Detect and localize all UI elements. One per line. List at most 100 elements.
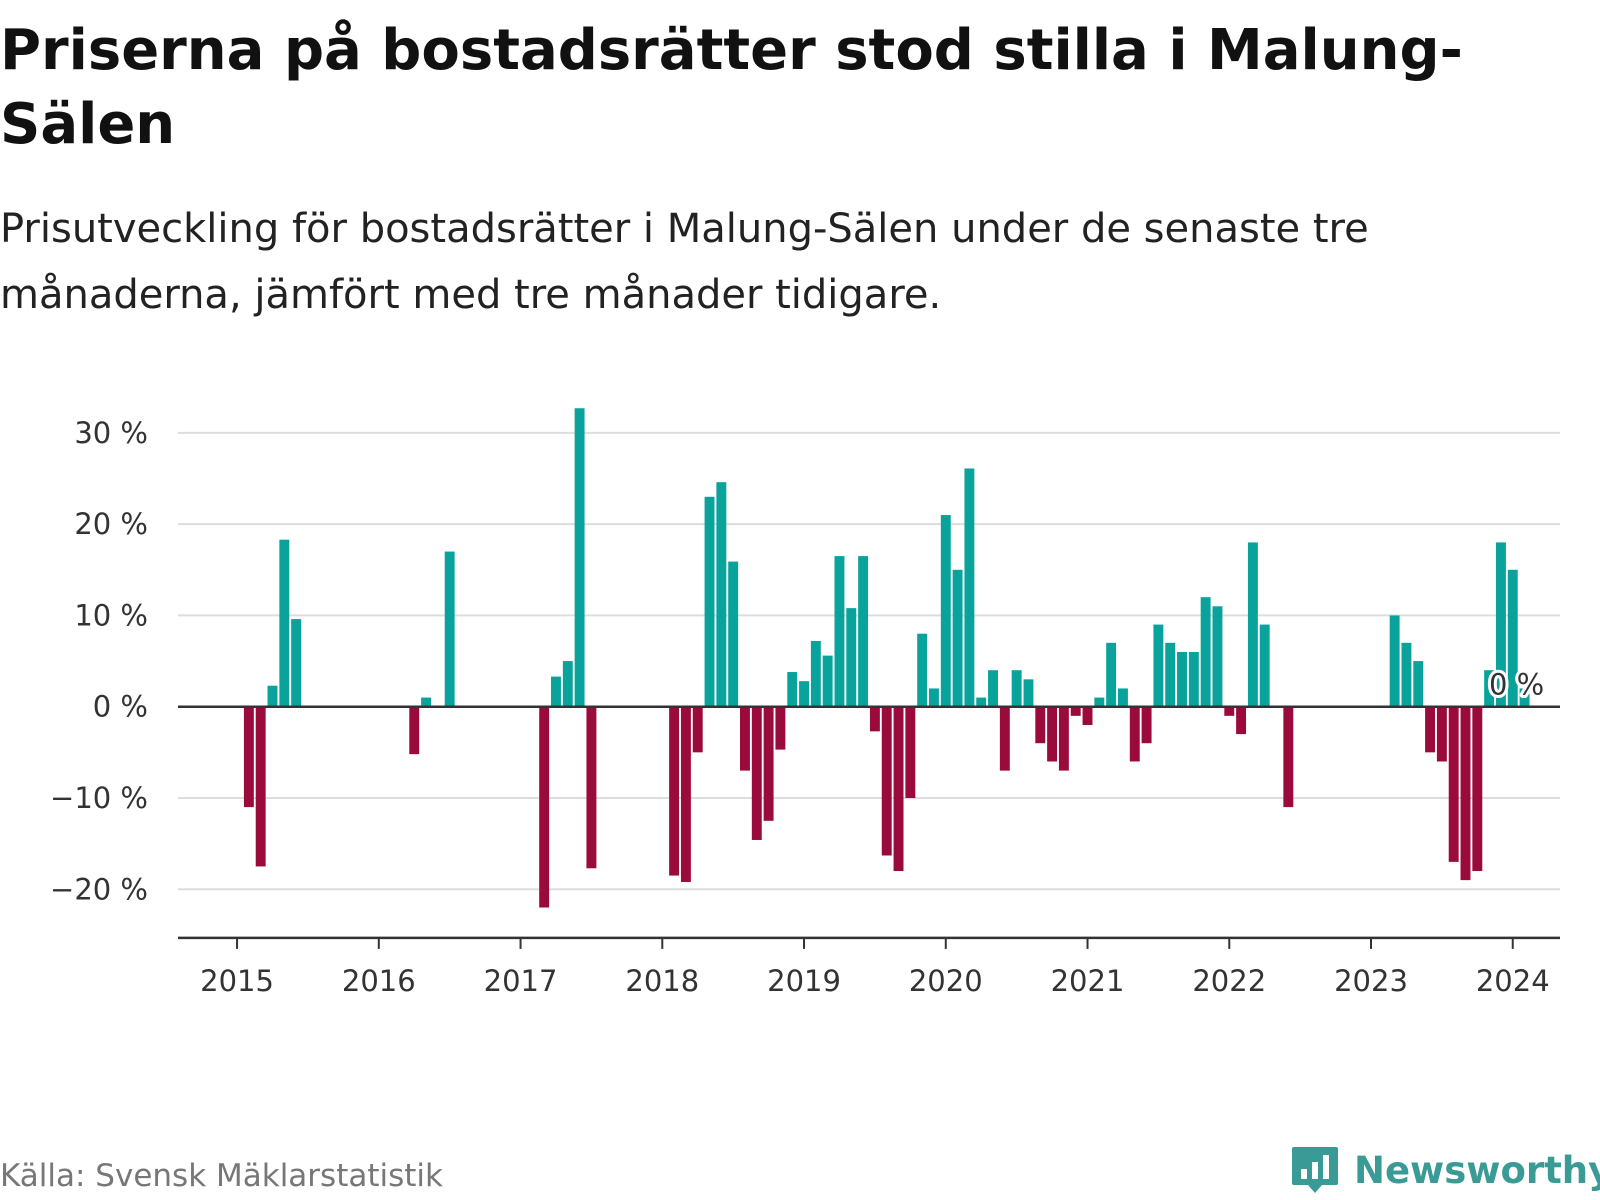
bar bbox=[929, 688, 939, 707]
bar bbox=[1224, 706, 1235, 716]
x-axis-labels: 2015 2016 2017 2018 2019 2020 2021 2022 2023 2024 bbox=[200, 964, 1550, 998]
bar bbox=[1177, 651, 1187, 707]
bar bbox=[1011, 670, 1022, 707]
bar bbox=[279, 539, 290, 707]
x-tick-label: 2018 bbox=[625, 964, 699, 998]
x-tick-label: 2023 bbox=[1334, 964, 1408, 998]
bar bbox=[267, 685, 278, 707]
bar bbox=[1141, 706, 1152, 744]
x-tick-label: 2019 bbox=[767, 964, 841, 998]
bar bbox=[999, 706, 1010, 771]
y-tick-label: 20 % bbox=[74, 507, 148, 541]
y-tick-label: 30 % bbox=[74, 416, 148, 450]
bar bbox=[1023, 679, 1034, 707]
axes bbox=[178, 705, 1560, 949]
x-tick-label: 2024 bbox=[1476, 964, 1550, 998]
bar bbox=[917, 633, 928, 707]
bar bbox=[1094, 697, 1105, 707]
bar bbox=[1495, 542, 1506, 707]
bar bbox=[775, 706, 786, 750]
x-tick-label: 2016 bbox=[342, 964, 416, 998]
bar bbox=[444, 551, 455, 707]
y-tick-label: −10 % bbox=[50, 781, 148, 815]
bar bbox=[1460, 706, 1471, 881]
bar bbox=[740, 706, 750, 771]
source-note: Källa: Svensk Mäklarstatistik bbox=[0, 1158, 443, 1194]
bars bbox=[243, 408, 1530, 908]
bar bbox=[1259, 624, 1270, 707]
bar bbox=[586, 706, 597, 869]
bar bbox=[1058, 706, 1069, 771]
bar bbox=[243, 706, 254, 808]
bar bbox=[751, 706, 762, 840]
bar bbox=[1413, 661, 1424, 707]
bar bbox=[1436, 706, 1447, 762]
chart-title: Priserna på bostadsrätter stod stilla i … bbox=[0, 18, 1463, 157]
bar bbox=[763, 706, 774, 821]
bar bbox=[1448, 706, 1459, 862]
bar bbox=[952, 569, 963, 707]
bar bbox=[1117, 688, 1128, 707]
bar bbox=[1035, 706, 1046, 744]
gridlines bbox=[178, 431, 1560, 891]
bar bbox=[1519, 688, 1530, 707]
bar bbox=[869, 706, 880, 732]
bar bbox=[846, 608, 857, 707]
x-tick-label: 2022 bbox=[1192, 964, 1266, 998]
bar bbox=[1165, 642, 1176, 707]
bar bbox=[976, 697, 987, 707]
bar bbox=[692, 706, 703, 753]
bar bbox=[1236, 706, 1247, 735]
bar bbox=[822, 655, 833, 707]
brand-name: Newsworthy bbox=[1354, 1148, 1600, 1192]
bar bbox=[834, 556, 845, 707]
bar bbox=[704, 496, 715, 707]
chart-subtitle: Prisutveckling för bostadsrätter i Malun… bbox=[0, 206, 1369, 318]
bar bbox=[1188, 651, 1199, 707]
x-tick-label: 2015 bbox=[200, 964, 274, 998]
newsworthy-logo-icon bbox=[1292, 1147, 1338, 1193]
bar bbox=[1082, 706, 1093, 725]
y-axis-labels: 30 % 20 % 10 % 0 % −10 % −20 % bbox=[50, 416, 148, 906]
bar bbox=[1401, 642, 1412, 707]
bar bbox=[787, 672, 798, 707]
bar bbox=[539, 706, 550, 908]
y-tick-label: 10 % bbox=[74, 598, 148, 632]
bar bbox=[893, 706, 904, 872]
bar bbox=[1247, 542, 1258, 707]
x-tick-label: 2017 bbox=[484, 964, 558, 998]
bar bbox=[1153, 624, 1164, 707]
bar bbox=[964, 468, 975, 707]
bar bbox=[810, 640, 821, 707]
bar bbox=[905, 706, 916, 798]
bar bbox=[669, 706, 680, 876]
bar-chart: 30 %20 %10 %0 %−10 %−20 % 2015 2016 2017 20… bbox=[50, 408, 1560, 998]
bar bbox=[1507, 569, 1518, 707]
bar bbox=[574, 408, 585, 707]
bar bbox=[1484, 670, 1495, 707]
bar bbox=[421, 697, 432, 707]
latest-value-label: 0 % bbox=[1489, 668, 1544, 702]
bar bbox=[1200, 597, 1211, 707]
y-tick-label: −20 % bbox=[50, 872, 148, 906]
x-tick-label: 2021 bbox=[1051, 964, 1125, 998]
bar bbox=[881, 706, 892, 856]
brand-logo: Newsworthy bbox=[1290, 1140, 1600, 1200]
bar bbox=[291, 619, 302, 707]
bar bbox=[1389, 615, 1400, 707]
bar bbox=[562, 661, 573, 707]
x-tick-label: 2020 bbox=[909, 964, 983, 998]
bar bbox=[988, 670, 998, 707]
bar bbox=[1047, 706, 1058, 762]
bar bbox=[1283, 706, 1294, 808]
bar bbox=[680, 706, 691, 882]
y-tick-label: 0 % bbox=[93, 690, 148, 724]
bar bbox=[551, 676, 561, 707]
annotation: 0 % bbox=[1486, 665, 1547, 705]
bar bbox=[858, 556, 869, 707]
bar bbox=[728, 561, 739, 707]
bar bbox=[409, 706, 420, 755]
bar bbox=[799, 681, 809, 707]
bar bbox=[1472, 706, 1483, 872]
bar bbox=[1070, 706, 1081, 716]
